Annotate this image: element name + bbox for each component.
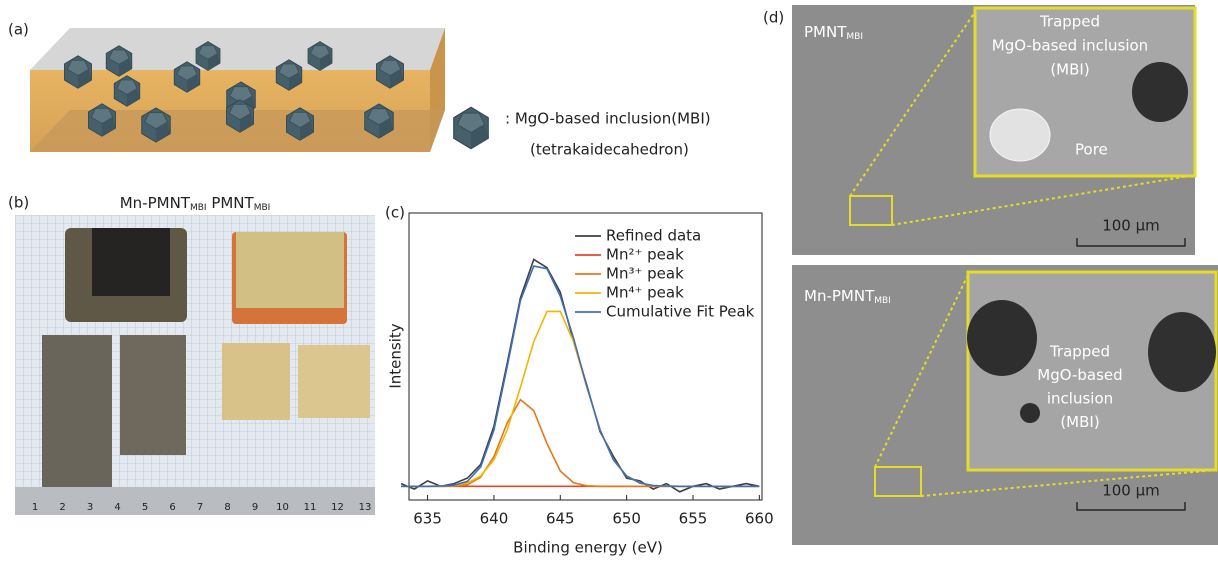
inclusion — [1132, 62, 1188, 122]
x-tick-label: 655 — [679, 510, 708, 528]
scale-label: 100 μm — [1102, 482, 1160, 500]
figure: (a) : MgO-based inclusion(MBI) (tetrakai… — [0, 0, 1218, 560]
legend-label: Cumulative Fit Peak — [606, 303, 755, 321]
y-axis-title: Intensity — [387, 323, 405, 388]
ruler-number: 7 — [197, 502, 203, 513]
ruler — [15, 487, 375, 515]
legend-label: Mn³⁺ peak — [606, 265, 684, 283]
legend-label: Mn⁴⁺ peak — [606, 284, 684, 302]
ruler-number: 11 — [304, 502, 317, 513]
inset-text: inclusion — [1047, 390, 1113, 408]
inset-text: (MBI) — [1060, 413, 1099, 431]
ruler-number: 1 — [32, 502, 38, 513]
plot-frame — [409, 213, 762, 500]
panel-d-images — [792, 5, 1218, 545]
inset-text: Trapped — [1039, 13, 1100, 31]
text-sub: MBI — [874, 296, 891, 306]
plate — [42, 335, 112, 490]
inclusion — [1148, 312, 1216, 392]
x-tick-label: 640 — [480, 510, 509, 528]
legend-text: : MgO-based inclusion(MBI) — [505, 110, 711, 128]
series-line — [401, 311, 759, 486]
inset-text: Trapped — [1049, 343, 1110, 361]
ruler-number: 4 — [114, 502, 120, 513]
plate — [298, 345, 370, 418]
legend-label: Mn²⁺ peak — [606, 246, 684, 264]
electrode — [92, 228, 170, 296]
ruler-number: 2 — [59, 502, 65, 513]
x-axis-title: Binding energy (eV) — [513, 539, 663, 557]
inset-text: MgO-based — [1037, 366, 1122, 384]
panel-label: (c) — [385, 204, 405, 222]
x-tick-label: 645 — [546, 510, 575, 528]
panel-a — [30, 28, 488, 152]
series-line — [401, 266, 759, 486]
x-tick-label: 650 — [612, 510, 641, 528]
ruler-number: 12 — [331, 502, 344, 513]
text-sub: MBI — [846, 32, 863, 42]
x-tick-label: 660 — [745, 510, 774, 528]
series-line — [401, 400, 759, 487]
ruler-number: 5 — [142, 502, 148, 513]
panel-b-photo — [15, 215, 375, 515]
inset-text: MgO-based inclusion — [992, 37, 1148, 55]
panel-label: (a) — [8, 21, 29, 39]
panel-title: Mn-PMNTMBI PMNTMBI — [120, 194, 271, 213]
inclusion — [1020, 403, 1040, 423]
inset-text: (MBI) — [1050, 61, 1089, 79]
text-base: Mn-PMNT — [804, 287, 875, 305]
ruler-number: 10 — [276, 502, 289, 513]
legend-label: Refined data — [606, 227, 701, 245]
text-base: Mn-PMNT — [120, 194, 191, 212]
ruler-number: 9 — [252, 502, 258, 513]
text-sub: MBI — [190, 203, 207, 213]
text-base: PMNT — [804, 23, 847, 41]
legend-subtext: (tetrakaidecahedron) — [530, 141, 689, 159]
inclusion — [967, 300, 1037, 376]
pore-label: Pore — [1075, 141, 1108, 159]
panel-label: (d) — [763, 9, 784, 27]
ruler-number: 6 — [169, 502, 175, 513]
electrode — [236, 232, 344, 308]
panel-label: (b) — [8, 194, 29, 212]
text-sub: MBI — [254, 203, 271, 213]
ruler-number: 8 — [224, 502, 230, 513]
legend-inclusion — [454, 107, 489, 148]
x-tick-label: 635 — [413, 510, 442, 528]
series-line — [401, 259, 759, 491]
plate — [222, 343, 290, 420]
ruler-number: 13 — [359, 502, 372, 513]
plate — [120, 335, 186, 455]
ruler-number: 3 — [87, 502, 93, 513]
scale-label: 100 μm — [1102, 217, 1160, 235]
text-base: PMNT — [207, 194, 255, 212]
pore — [990, 109, 1050, 161]
